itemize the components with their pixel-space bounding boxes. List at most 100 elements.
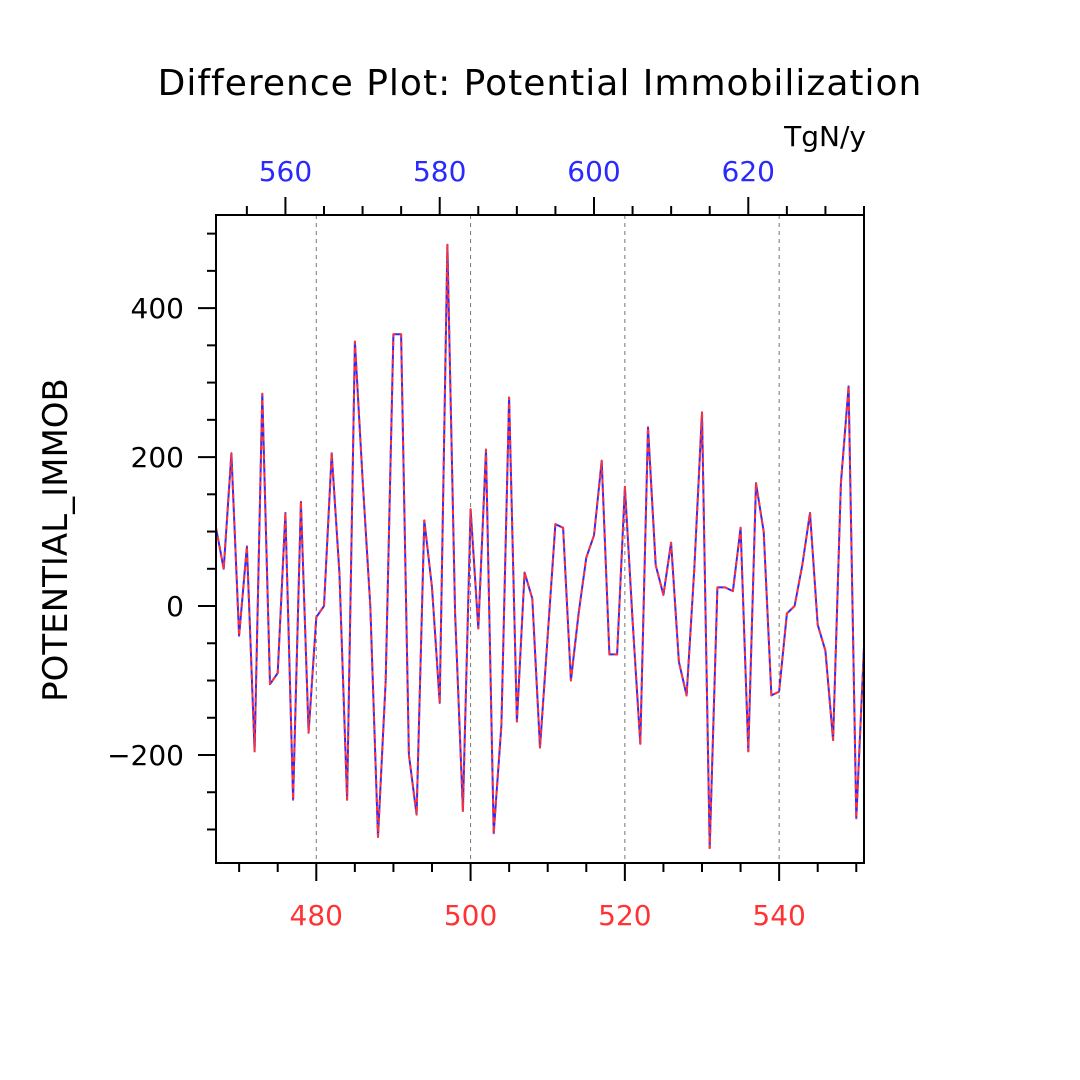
data-point [338,571,341,574]
x-tick-label-bottom: 500 [444,899,497,932]
data-point [261,393,264,395]
y-tick-label: 400 [131,292,184,325]
data-point [354,340,356,343]
data-point [624,486,626,488]
series-lines [215,243,865,850]
grid-lines [315,215,780,863]
data-point [300,501,302,503]
data-point [469,508,472,511]
data-point [631,620,634,622]
data-point [492,832,495,834]
data-point [678,661,680,663]
data-point [639,743,642,745]
series-line-red-dashed [215,243,865,850]
data-point [685,694,688,697]
data-point [793,605,796,607]
chart-title: Difference Plot: Potential Immobilizatio… [158,63,923,104]
data-point [323,605,325,607]
data-point [840,482,842,484]
data-point [593,534,595,537]
data-point [654,564,657,566]
y-tick-label: −200 [107,739,184,772]
data-point [369,605,372,607]
data-point [716,586,719,589]
data-point [462,810,464,812]
data-point [508,396,510,399]
x-tick-label-bottom: 540 [752,899,805,932]
data-point [600,460,603,462]
x-tick-label-top: 600 [567,155,620,188]
data-point [647,426,649,429]
data-point [269,683,271,685]
y-axis-label: POTENTIAL_IMMOB [36,378,76,702]
data-point [423,519,426,522]
data-point [361,478,364,481]
data-point [292,798,294,801]
data-point [222,568,225,570]
data-point [585,556,588,559]
data-point [786,612,788,615]
data-point [778,690,780,693]
x-tick-label-top: 560 [259,155,312,188]
data-point [701,411,703,414]
data-point [431,586,433,589]
plot-frame [215,214,865,864]
data-point [539,746,541,749]
data-point [346,798,348,801]
units-label: TgN/y [783,120,866,153]
axes: 480 500 520 540 560 580 600 620 −200 0 200 400 [107,155,865,932]
data-point [546,635,549,637]
data-point [562,527,564,529]
data-point [477,627,480,630]
data-point [415,813,418,816]
data-point [500,724,503,726]
data-point [824,649,827,652]
data-point [238,635,240,637]
data-point [330,452,333,455]
data-point [724,586,726,589]
series-line-blue [215,243,865,850]
data-point [446,244,449,246]
data-point [523,571,526,574]
data-point [770,694,773,697]
data-point [693,568,696,570]
x-tick-label-top: 620 [722,155,775,188]
x-tick-label-bottom: 480 [290,899,343,932]
data-point [816,623,819,626]
data-point [454,612,456,615]
data-point [847,385,850,388]
data-point [307,731,310,734]
data-point [616,653,618,656]
data-point [315,616,318,618]
data-point [570,679,572,682]
data-point [408,754,410,756]
data-point [855,817,858,820]
data-point [485,448,487,451]
data-point [732,590,734,592]
data-point [554,523,557,525]
data-point [832,739,834,741]
data-point [801,564,804,566]
data-point [253,750,256,753]
data-point [400,333,402,336]
data-point [762,530,765,533]
x-tick-label-bottom: 520 [598,899,651,932]
data-point [377,836,379,838]
data-point [577,612,580,615]
y-tick-label: 0 [166,590,184,623]
data-point [739,527,742,529]
data-point [747,750,750,753]
data-point [755,482,757,484]
data-point [384,679,387,682]
data-point [670,541,672,544]
data-point [246,545,248,548]
data-point [516,720,518,723]
data-point [809,512,811,514]
data-point [438,702,441,704]
data-point [662,594,665,596]
data-point [608,653,611,656]
y-tick-label: 200 [131,441,184,474]
data-point [531,597,534,600]
x-tick-label-top: 580 [413,155,466,188]
